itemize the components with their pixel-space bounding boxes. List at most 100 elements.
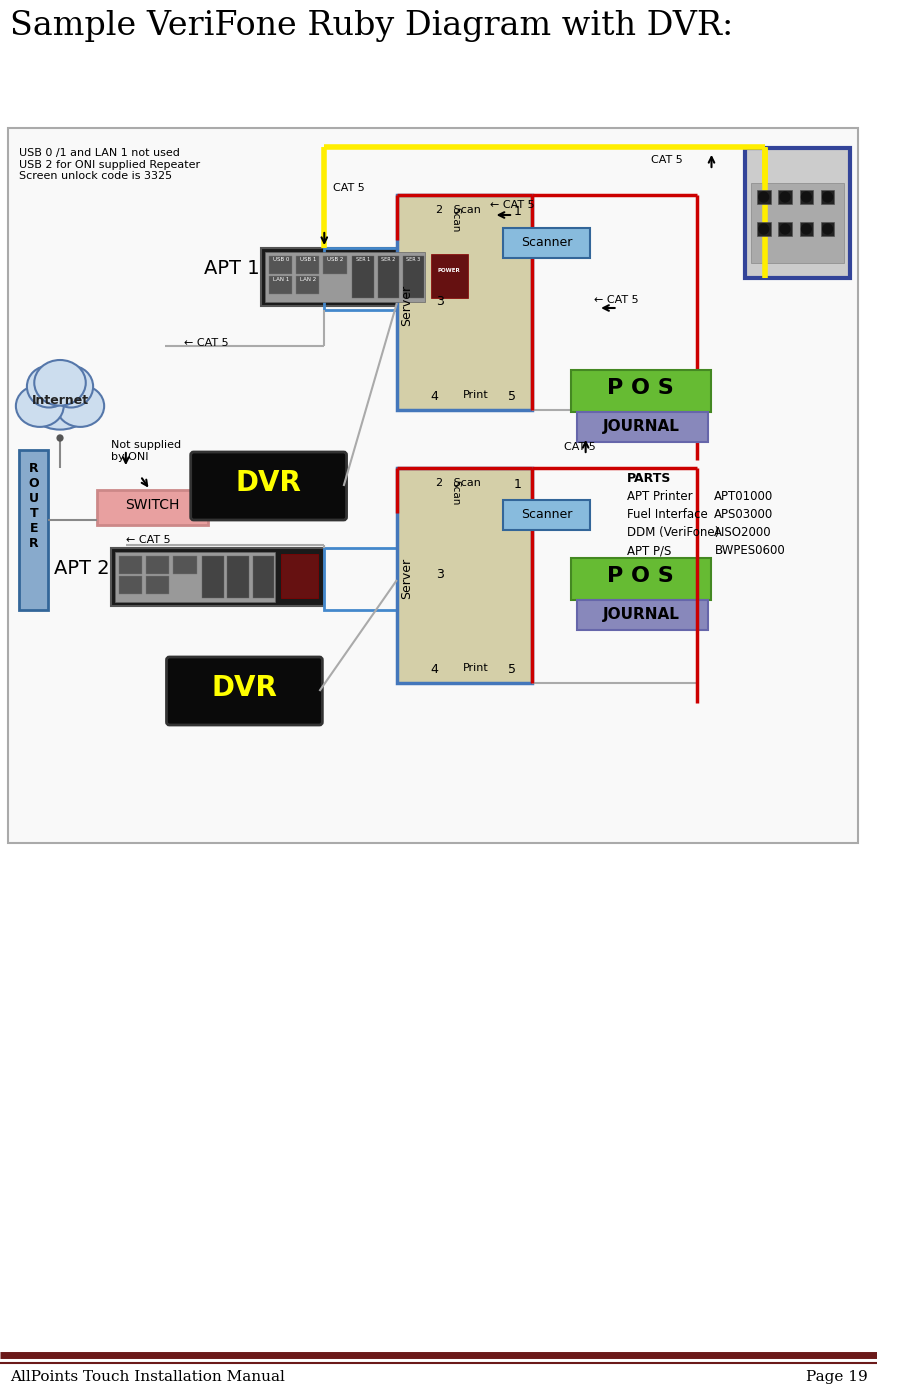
Circle shape (823, 192, 833, 201)
Bar (296, 276, 320, 294)
Bar (269, 256, 293, 274)
Bar (504, 228, 591, 258)
Bar (146, 556, 169, 574)
Text: Scanner: Scanner (521, 508, 573, 521)
Bar (324, 249, 426, 310)
Circle shape (780, 224, 790, 233)
Bar (821, 222, 834, 236)
FancyBboxPatch shape (190, 451, 347, 519)
Bar (324, 549, 426, 610)
Text: APT 1: APT 1 (204, 258, 259, 278)
Text: CAT 5: CAT 5 (333, 183, 365, 193)
Text: APS03000: APS03000 (715, 508, 774, 521)
Text: Internet: Internet (32, 394, 89, 407)
Bar (202, 556, 224, 599)
Bar (577, 600, 708, 631)
Circle shape (802, 192, 811, 201)
Text: Scan: Scan (450, 207, 460, 232)
Text: 2   Scan: 2 Scan (436, 206, 480, 215)
Text: BWPES0600: BWPES0600 (715, 544, 786, 557)
Bar (757, 190, 770, 204)
Bar (397, 194, 533, 410)
Bar (821, 190, 834, 204)
Text: JOURNAL: JOURNAL (603, 419, 680, 433)
Bar (281, 554, 317, 599)
Text: Scan: Scan (450, 481, 460, 506)
Text: USB 0: USB 0 (273, 257, 289, 263)
Ellipse shape (27, 376, 93, 429)
Text: 4: 4 (430, 390, 439, 403)
Circle shape (780, 192, 790, 201)
FancyBboxPatch shape (167, 657, 323, 725)
Bar (571, 369, 711, 413)
Text: LAN 1: LAN 1 (273, 276, 289, 282)
Bar (352, 256, 373, 299)
Text: ← CAT 5: ← CAT 5 (594, 294, 639, 306)
Bar (19, 450, 48, 610)
Text: 1: 1 (514, 478, 522, 490)
Circle shape (823, 224, 833, 233)
Text: SER 2: SER 2 (381, 257, 395, 263)
Bar (119, 576, 142, 594)
Circle shape (759, 192, 768, 201)
Bar (296, 256, 320, 274)
Bar (751, 183, 844, 263)
Bar (378, 256, 399, 299)
Ellipse shape (27, 365, 71, 407)
Bar (397, 468, 533, 683)
Bar (800, 222, 814, 236)
Bar (323, 256, 347, 274)
Text: Page 19: Page 19 (805, 1370, 867, 1383)
Text: DVR: DVR (211, 674, 277, 701)
Text: 5: 5 (508, 390, 516, 403)
Text: Scanner: Scanner (521, 236, 573, 249)
Text: Sample VeriFone Ruby Diagram with DVR:: Sample VeriFone Ruby Diagram with DVR: (10, 10, 733, 42)
Text: SER 1: SER 1 (356, 257, 371, 263)
Text: ← CAT 5: ← CAT 5 (490, 200, 535, 210)
Text: 3: 3 (436, 568, 443, 581)
Text: APT01000: APT01000 (715, 490, 774, 503)
Ellipse shape (16, 385, 63, 426)
Text: 2   Scan: 2 Scan (436, 478, 480, 488)
Text: USB 2: USB 2 (327, 257, 343, 263)
Text: CAT 5: CAT 5 (651, 156, 682, 165)
Text: Server: Server (400, 285, 413, 325)
Text: SER 3: SER 3 (406, 257, 420, 263)
Text: ← CAT 5: ← CAT 5 (184, 338, 228, 349)
Text: APT 2: APT 2 (53, 558, 110, 578)
Text: Print: Print (463, 390, 488, 400)
Text: ← CAT 5: ← CAT 5 (126, 535, 170, 544)
Bar (746, 149, 850, 278)
Bar (778, 222, 792, 236)
Text: Not supplied
by ONI: Not supplied by ONI (111, 440, 181, 461)
Bar (119, 556, 142, 574)
Text: 5: 5 (508, 663, 516, 676)
Text: SWITCH: SWITCH (125, 499, 179, 513)
Bar (430, 254, 467, 299)
Text: DVR: DVR (236, 469, 301, 497)
Bar (97, 490, 208, 525)
Text: 3: 3 (436, 294, 443, 308)
Bar (504, 500, 591, 531)
Text: Fuel Interface: Fuel Interface (627, 508, 708, 521)
Ellipse shape (34, 360, 86, 406)
Text: APT Printer: APT Printer (627, 490, 693, 503)
Text: USB 0 /1 and LAN 1 not used
USB 2 for ONI supplied Repeater
Screen unlock code i: USB 0 /1 and LAN 1 not used USB 2 for ON… (19, 149, 200, 181)
Text: 4: 4 (430, 663, 439, 676)
Text: 1: 1 (514, 206, 522, 218)
Text: CAT 5: CAT 5 (564, 442, 596, 451)
Bar (757, 222, 770, 236)
Bar (577, 413, 708, 442)
Bar (571, 558, 711, 600)
Bar (253, 556, 274, 599)
Bar (269, 276, 293, 294)
Text: DDM (VeriFone): DDM (VeriFone) (627, 526, 719, 539)
Text: APT P/S: APT P/S (627, 544, 671, 557)
Circle shape (759, 224, 768, 233)
Text: LAN 2: LAN 2 (300, 276, 316, 282)
Text: AllPoints Touch Installation Manual: AllPoints Touch Installation Manual (10, 1370, 284, 1383)
Circle shape (57, 435, 63, 440)
Text: USB 1: USB 1 (300, 257, 316, 263)
Text: AISO2000: AISO2000 (715, 526, 772, 539)
Bar (261, 249, 475, 306)
